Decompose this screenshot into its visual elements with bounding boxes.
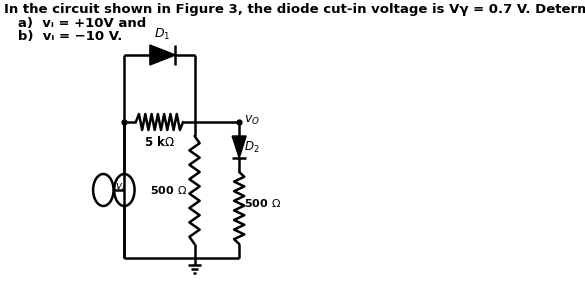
Text: $D_2$: $D_2$ bbox=[243, 139, 259, 155]
Text: a)  vᵢ = +10V and: a) vᵢ = +10V and bbox=[4, 17, 146, 30]
Polygon shape bbox=[232, 136, 246, 158]
Text: In the circuit shown in Figure 3, the diode cut-in voltage is Vγ = 0.7 V. Determ: In the circuit shown in Figure 3, the di… bbox=[4, 3, 585, 16]
Text: $v_O$: $v_O$ bbox=[245, 113, 260, 126]
Text: 500 $\Omega$: 500 $\Omega$ bbox=[150, 184, 187, 196]
Text: $v_i$: $v_i$ bbox=[115, 181, 126, 193]
Text: 5 k$\Omega$: 5 k$\Omega$ bbox=[144, 135, 175, 149]
Text: 500 $\Omega$: 500 $\Omega$ bbox=[245, 197, 281, 209]
Text: b)  vᵢ = −10 V.: b) vᵢ = −10 V. bbox=[4, 30, 122, 43]
Text: $D_1$: $D_1$ bbox=[154, 27, 171, 42]
Polygon shape bbox=[150, 45, 175, 65]
